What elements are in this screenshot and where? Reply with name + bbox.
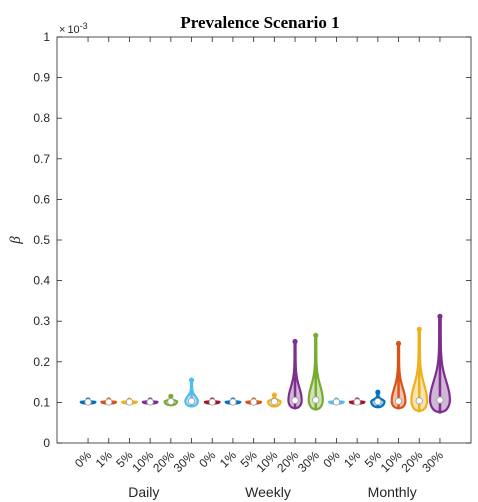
- y-tick-label: 0.8: [33, 111, 50, 125]
- violins: [79, 313, 451, 414]
- violin-median-point: [84, 398, 92, 406]
- violin-median-point: [270, 397, 278, 406]
- x-group-label: Monthly: [368, 484, 417, 500]
- violin-median-point: [208, 398, 216, 406]
- x-axis-groups: Daily Weekly Monthly: [128, 484, 416, 500]
- y-tick-label: 0.9: [33, 71, 50, 85]
- violin-max-point: [416, 326, 422, 332]
- violin-max-point: [168, 393, 174, 399]
- violin-max-point: [292, 338, 298, 345]
- violin: [267, 392, 282, 408]
- y-tick-label: 0.4: [33, 274, 50, 288]
- violin-max-point: [271, 392, 277, 398]
- violin: [390, 340, 407, 410]
- y-tick-label: 0: [43, 436, 50, 450]
- violin: [121, 397, 138, 406]
- y-tick-label: 0.1: [33, 395, 50, 409]
- violin: [79, 397, 97, 406]
- violin: [410, 326, 429, 413]
- violin-median-point: [167, 397, 175, 406]
- violin: [245, 397, 262, 406]
- y-axis-ticks: 0 0.1 0.2 0.3 0.4 0.5 0.6 0.7 0.8 0.9 1: [33, 30, 471, 450]
- chart-title: Prevalence Scenario 1: [180, 13, 339, 32]
- violin-median-point: [229, 398, 237, 406]
- y-tick-label: 0.2: [33, 355, 50, 369]
- violin: [100, 397, 118, 406]
- violin: [163, 393, 179, 407]
- violin: [287, 338, 303, 410]
- violin: [370, 389, 386, 409]
- x-group-label: Weekly: [245, 484, 291, 500]
- violin-median-point: [374, 397, 382, 406]
- violin-median-point: [312, 396, 320, 404]
- violin-max-point: [437, 313, 443, 319]
- violin-max-point: [375, 389, 381, 395]
- violin-max-point: [313, 332, 319, 339]
- violin-max-point: [395, 340, 402, 347]
- y-tick-label: 1: [43, 30, 50, 44]
- violin-median-point: [187, 397, 196, 405]
- plot-area-frame: [56, 36, 472, 444]
- violin: [328, 397, 345, 406]
- violin: [428, 313, 451, 414]
- violin: [348, 397, 366, 406]
- violin-median-point: [436, 396, 444, 404]
- x-group-label: Daily: [128, 484, 159, 500]
- y-axis-label: β: [8, 236, 24, 245]
- violin: [307, 332, 324, 411]
- violin-median-point: [250, 398, 258, 406]
- violin-median-point: [291, 396, 299, 404]
- violin-median-point: [353, 398, 361, 406]
- violin: [203, 397, 221, 406]
- violin-max-point: [188, 377, 195, 383]
- violin-median-point: [146, 398, 154, 406]
- y-axis-multiplier: × 10-3: [59, 21, 88, 36]
- violin: [141, 397, 159, 406]
- y-tick-label: 0.5: [33, 233, 50, 247]
- violin: [184, 377, 199, 408]
- y-tick-label: 0.7: [33, 152, 50, 166]
- y-tick-label: 0.6: [33, 192, 50, 206]
- violin: [224, 397, 242, 406]
- violin-median-point: [415, 397, 423, 405]
- violin-median-point: [332, 398, 341, 406]
- violin-median-point: [125, 398, 134, 406]
- y-tick-label: 0.3: [33, 314, 50, 328]
- violin-median-point: [105, 398, 113, 406]
- violin-median-point: [394, 397, 403, 405]
